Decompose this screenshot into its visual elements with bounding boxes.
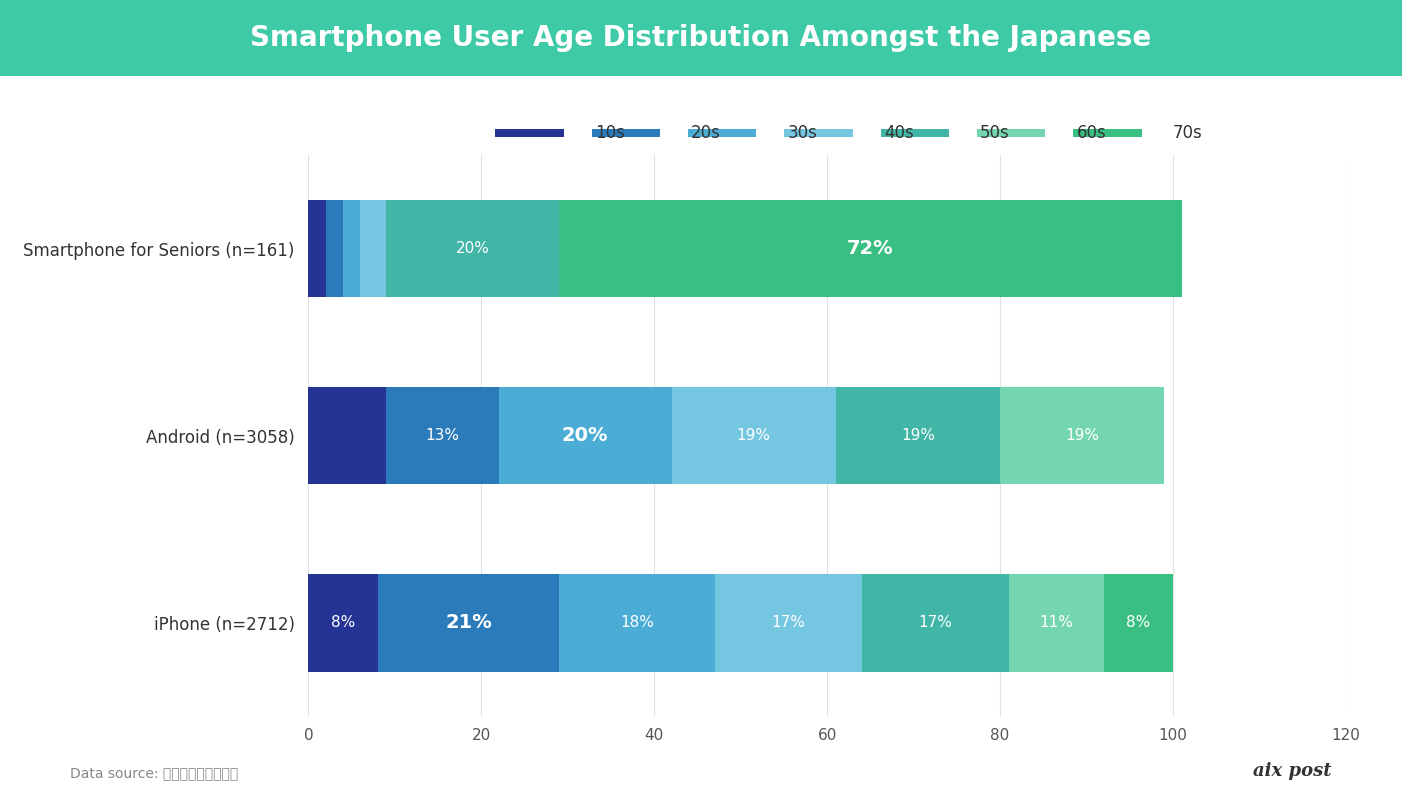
Text: 19%: 19% (736, 428, 771, 443)
Text: 30s: 30s (788, 124, 817, 142)
Text: 17%: 17% (771, 615, 805, 630)
Text: 8%: 8% (1126, 615, 1151, 630)
Bar (1000, 387, 1164, 485)
Bar (559, 574, 715, 672)
Text: 70s: 70s (1173, 124, 1203, 142)
Text: 8%: 8% (331, 615, 355, 630)
Text: 60s: 60s (1077, 124, 1106, 142)
Bar (308, 574, 377, 672)
Bar (377, 574, 559, 672)
FancyBboxPatch shape (880, 129, 949, 137)
Bar (499, 387, 672, 485)
FancyBboxPatch shape (977, 129, 1046, 137)
Bar (715, 574, 862, 672)
Text: 17%: 17% (918, 615, 952, 630)
Text: 20s: 20s (691, 124, 721, 142)
FancyBboxPatch shape (495, 129, 564, 137)
Text: 21%: 21% (444, 614, 492, 632)
Text: aix post: aix post (1253, 762, 1332, 780)
Text: 20%: 20% (456, 241, 489, 256)
Bar (308, 387, 386, 485)
Bar (325, 200, 343, 298)
Bar (1008, 574, 1103, 672)
Bar (559, 200, 1182, 298)
Text: 50s: 50s (980, 124, 1009, 142)
Text: 19%: 19% (901, 428, 935, 443)
Bar (672, 387, 836, 485)
Text: Smartphone User Age Distribution Amongst the Japanese: Smartphone User Age Distribution Amongst… (251, 24, 1151, 52)
Bar (862, 574, 1008, 672)
Bar (386, 200, 559, 298)
Bar (386, 387, 499, 485)
FancyBboxPatch shape (1073, 129, 1141, 137)
Bar (308, 200, 325, 298)
Bar (360, 200, 386, 298)
FancyBboxPatch shape (784, 129, 852, 137)
Text: 20%: 20% (562, 427, 608, 445)
Text: 18%: 18% (620, 615, 653, 630)
Text: 19%: 19% (1066, 428, 1099, 443)
Text: 40s: 40s (883, 124, 914, 142)
Text: 10s: 10s (594, 124, 625, 142)
FancyBboxPatch shape (592, 129, 660, 137)
Bar (343, 200, 360, 298)
Bar (1103, 574, 1173, 672)
Text: 13%: 13% (425, 428, 460, 443)
Text: 72%: 72% (847, 240, 893, 258)
Text: 11%: 11% (1039, 615, 1073, 630)
Bar (836, 387, 1000, 485)
Text: Data source: モバイル社会研究所: Data source: モバイル社会研究所 (70, 766, 238, 780)
FancyBboxPatch shape (688, 129, 756, 137)
